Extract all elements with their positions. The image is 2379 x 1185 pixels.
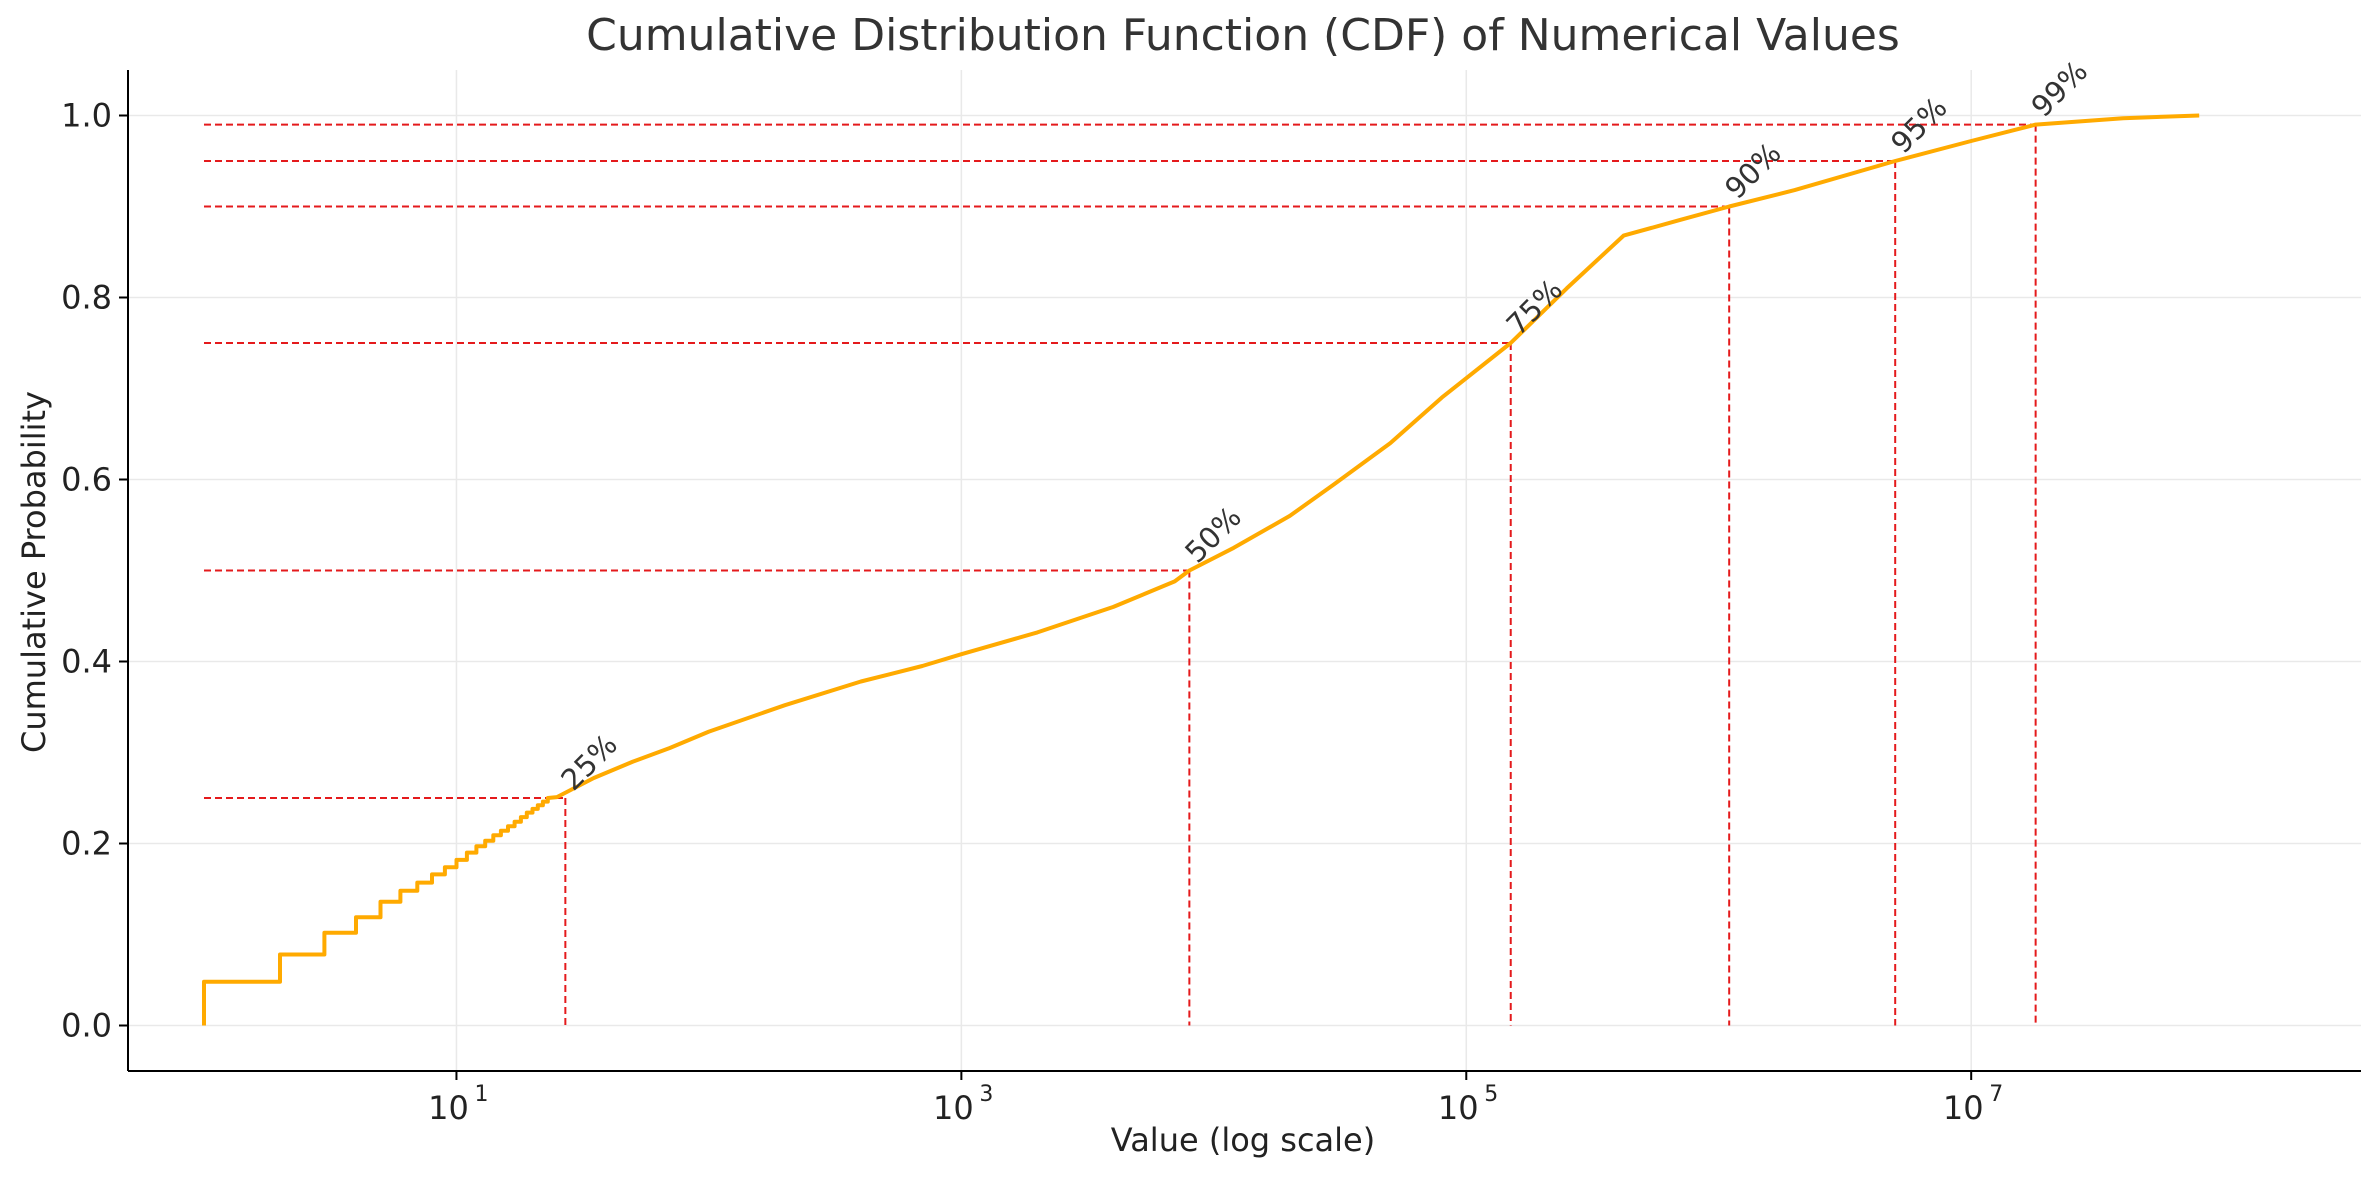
y-tick-label: 0.8	[61, 279, 112, 317]
percentile-label: 75%	[1500, 272, 1570, 342]
y-tick-label: 0.4	[61, 643, 112, 681]
y-tick-label: 1.0	[61, 97, 112, 135]
y-tick-label: 0.2	[61, 825, 112, 863]
percentile-labels: 25%50%75%90%95%99%	[554, 54, 2094, 797]
x-tick-label: 10	[933, 1089, 974, 1127]
x-tick-label: 10	[1943, 1089, 1984, 1127]
cdf-curve	[202, 113, 2200, 1026]
percentile-lines	[203, 123, 2037, 1026]
x-tick-exponent: 1	[474, 1082, 488, 1107]
x-axis-label: Value (log scale)	[1111, 1121, 1375, 1159]
axes	[127, 70, 2361, 1072]
x-tick-exponent: 3	[979, 1082, 993, 1107]
chart-title: Cumulative Distribution Function (CDF) o…	[586, 10, 1900, 61]
x-tick-exponent: 5	[1484, 1082, 1498, 1107]
y-tick-label: 0.6	[61, 461, 112, 499]
y-axis-label: Cumulative Probability	[15, 391, 53, 753]
grid	[128, 70, 2361, 1071]
y-tick-label: 0.0	[61, 1007, 112, 1045]
percentile-label: 25%	[554, 727, 624, 797]
ticks: 0.00.20.40.60.81.010 1 10 3 10 5 10 7	[61, 97, 2003, 1128]
x-tick-label: 10	[1438, 1089, 1479, 1127]
cdf-series	[202, 113, 2200, 1026]
x-tick-label: 10	[428, 1089, 469, 1127]
x-tick-exponent: 7	[1989, 1082, 2003, 1107]
percentile-label: 99%	[2025, 54, 2095, 124]
